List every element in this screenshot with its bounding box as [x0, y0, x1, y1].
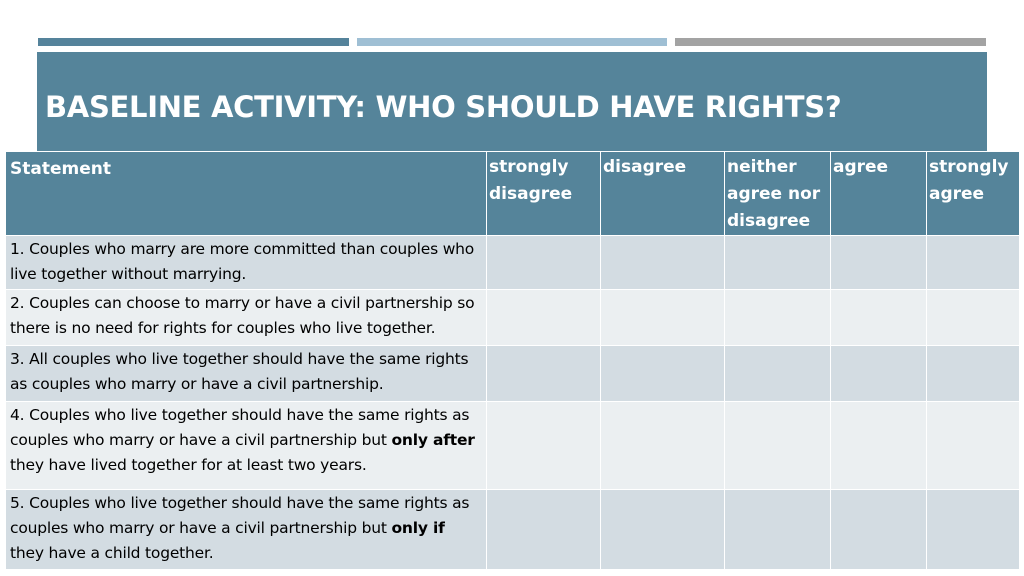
decorative-bar-dark	[38, 38, 349, 46]
response-cell-strongly-agree	[926, 289, 1020, 346]
slide-title: BASELINE ACTIVITY: WHO SHOULD HAVE RIGHT…	[45, 90, 842, 124]
statement-text: they have a child together.	[10, 544, 214, 562]
header-strongly-agree: strongly agree	[926, 151, 1020, 236]
response-cell-strongly-agree	[926, 235, 1020, 290]
response-cell-strongly-disagree	[486, 401, 601, 490]
statement-emphasis: only if	[391, 519, 445, 537]
table-row: 5. Couples who live together should have…	[5, 489, 1020, 570]
response-cell-strongly-agree	[926, 401, 1020, 490]
table-row: 1. Couples who marry are more committed …	[5, 235, 1020, 290]
response-cell-neither	[724, 345, 831, 402]
decorative-bar-light	[357, 38, 667, 46]
response-cell-disagree	[600, 289, 725, 346]
statement-text: 5. Couples who live together should have…	[10, 494, 470, 537]
response-cell-disagree	[600, 401, 725, 490]
response-cell-neither	[724, 489, 831, 570]
table-row: 3. All couples who live together should …	[5, 345, 1020, 402]
response-cell-strongly-disagree	[486, 345, 601, 402]
response-cell-strongly-agree	[926, 345, 1020, 402]
response-cell-neither	[724, 401, 831, 490]
response-cell-disagree	[600, 345, 725, 402]
response-cell-agree	[830, 401, 927, 490]
response-cell-strongly-disagree	[486, 489, 601, 570]
statement-cell: 4. Couples who live together should have…	[5, 401, 487, 490]
title-band: BASELINE ACTIVITY: WHO SHOULD HAVE RIGHT…	[37, 52, 987, 152]
response-cell-agree	[830, 345, 927, 402]
header-disagree: disagree	[600, 151, 725, 236]
statement-cell: 2. Couples can choose to marry or have a…	[5, 289, 487, 346]
response-cell-agree	[830, 235, 927, 290]
statement-cell: 1. Couples who marry are more committed …	[5, 235, 487, 290]
statement-text: 4. Couples who live together should have…	[10, 406, 470, 449]
statement-text: they have lived together for at least tw…	[10, 456, 367, 474]
statement-emphasis: only after	[391, 431, 475, 449]
response-cell-strongly-agree	[926, 489, 1020, 570]
table-row: 4. Couples who live together should have…	[5, 401, 1020, 490]
response-cell-disagree	[600, 235, 725, 290]
header-agree: agree	[830, 151, 927, 236]
header-neither: neither agree nor disagree	[724, 151, 831, 236]
rights-table: Statement strongly disagree disagree nei…	[5, 151, 1020, 570]
statement-cell: 5. Couples who live together should have…	[5, 489, 487, 570]
decorative-bar-gray	[675, 38, 986, 46]
header-strongly-disagree: strongly disagree	[486, 151, 601, 236]
response-cell-agree	[830, 289, 927, 346]
header-row: Statement strongly disagree disagree nei…	[5, 151, 1020, 236]
response-cell-agree	[830, 489, 927, 570]
statement-cell: 3. All couples who live together should …	[5, 345, 487, 402]
response-cell-neither	[724, 289, 831, 346]
table-row: 2. Couples can choose to marry or have a…	[5, 289, 1020, 346]
response-cell-neither	[724, 235, 831, 290]
response-cell-disagree	[600, 489, 725, 570]
header-statement: Statement	[5, 151, 487, 236]
response-cell-strongly-disagree	[486, 235, 601, 290]
response-cell-strongly-disagree	[486, 289, 601, 346]
